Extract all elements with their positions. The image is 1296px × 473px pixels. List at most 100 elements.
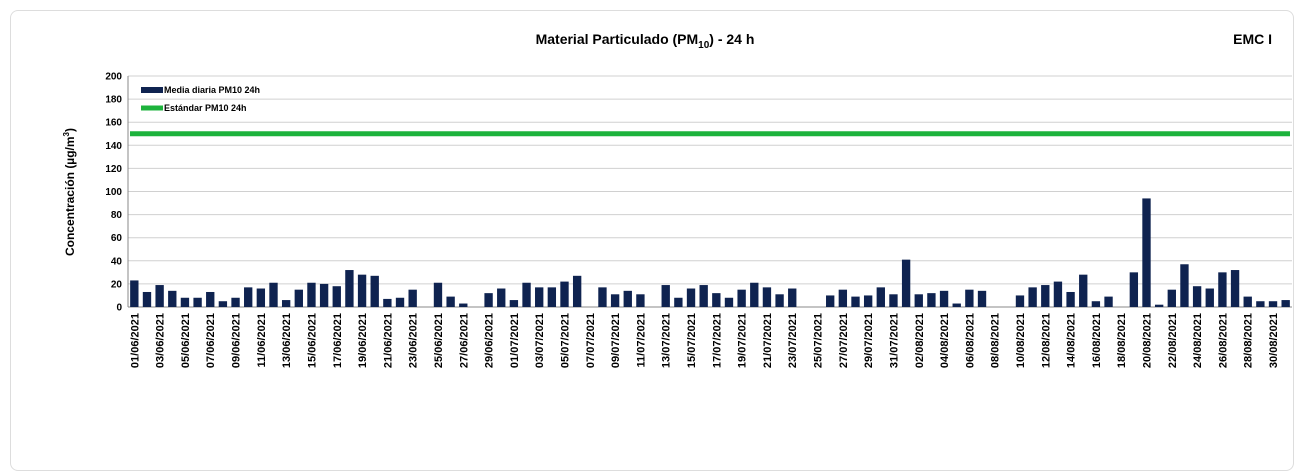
bar xyxy=(319,283,329,307)
bar xyxy=(1256,301,1265,307)
x-tick-label: 25/06/2021 xyxy=(433,313,445,368)
x-tick-label: 19/07/2021 xyxy=(737,313,749,368)
bar xyxy=(155,285,164,307)
x-tick-label: 29/06/2021 xyxy=(484,313,496,368)
bar xyxy=(724,297,734,307)
bar xyxy=(762,287,772,307)
legend-label: Media diaria PM10 24h xyxy=(164,85,260,95)
x-tick-label: 10/08/2021 xyxy=(1015,313,1027,368)
y-tick-label: 140 xyxy=(105,141,122,152)
x-tick-label: 21/07/2021 xyxy=(762,313,774,368)
bar xyxy=(522,282,531,307)
x-tick-label: 09/07/2021 xyxy=(610,313,622,368)
x-tick-label: 03/07/2021 xyxy=(534,313,546,368)
legend-swatch xyxy=(141,87,163,93)
y-tick-label: 100 xyxy=(105,187,122,198)
bar xyxy=(826,295,835,307)
bar xyxy=(1218,272,1227,307)
y-tick-label: 40 xyxy=(111,256,123,267)
bar xyxy=(1028,287,1037,307)
bar xyxy=(1154,304,1164,307)
bar xyxy=(1192,286,1202,307)
x-tick-label: 11/06/2021 xyxy=(256,313,268,367)
bar xyxy=(598,287,607,307)
bar xyxy=(1079,274,1088,307)
bar xyxy=(674,297,683,307)
x-tick-label: 25/07/2021 xyxy=(813,313,825,368)
bar xyxy=(408,289,417,307)
x-tick-label: 03/06/2021 xyxy=(155,313,167,368)
bar xyxy=(1066,291,1075,307)
x-tick-label: 05/07/2021 xyxy=(560,313,572,368)
title-sub: 10 xyxy=(698,40,710,51)
bar xyxy=(383,298,392,307)
bar xyxy=(610,294,620,307)
x-tick-label: 17/07/2021 xyxy=(711,313,723,368)
x-tick-label: 29/07/2021 xyxy=(863,313,875,368)
bar xyxy=(206,291,215,307)
x-tick-label: 16/08/2021 xyxy=(1091,313,1103,368)
x-tick-label: 23/06/2021 xyxy=(408,313,420,368)
bar xyxy=(180,297,190,307)
bar xyxy=(509,300,519,307)
title-part: Material Particulado (PM xyxy=(536,31,699,47)
x-tick-label: 07/07/2021 xyxy=(585,313,597,368)
bar xyxy=(851,296,860,307)
x-tick-label: 02/08/2021 xyxy=(914,313,926,368)
bar xyxy=(345,270,354,307)
y-axis-label: Concentración (µg/m3) xyxy=(62,128,77,256)
x-tick-label: 31/07/2021 xyxy=(888,313,900,368)
x-tick-label: 18/08/2021 xyxy=(1116,313,1128,368)
x-tick-label: 15/06/2021 xyxy=(306,313,318,368)
station-label: EMC I xyxy=(1233,31,1272,47)
x-tick-label: 17/06/2021 xyxy=(332,313,344,368)
bar xyxy=(661,285,670,307)
ylabel-part: Concentración (µg/m xyxy=(63,136,77,256)
bar xyxy=(1180,264,1189,307)
bar xyxy=(395,297,405,307)
bar xyxy=(459,303,468,307)
x-tick-label: 09/06/2021 xyxy=(231,313,243,368)
x-tick-label: 27/06/2021 xyxy=(458,313,470,368)
bar xyxy=(256,288,266,307)
x-tick-label: 23/07/2021 xyxy=(787,313,799,368)
x-tick-label: 15/07/2021 xyxy=(686,313,698,368)
bar xyxy=(231,297,240,307)
bar xyxy=(130,280,139,307)
bar xyxy=(788,288,797,307)
x-tick-label: 04/08/2021 xyxy=(939,313,951,368)
bar xyxy=(1142,198,1151,307)
bar xyxy=(193,297,202,307)
bar xyxy=(737,289,746,307)
y-tick-label: 60 xyxy=(111,233,123,244)
x-tick-label: 01/07/2021 xyxy=(509,313,521,368)
ylabel-part: ) xyxy=(63,128,77,132)
y-tick-label: 80 xyxy=(111,210,123,221)
legend-label: Estándar PM10 24h xyxy=(164,103,247,113)
bar xyxy=(572,275,582,307)
title-part: ) - 24 h xyxy=(709,31,754,47)
x-tick-label: 26/08/2021 xyxy=(1217,313,1229,368)
bar xyxy=(1015,295,1025,307)
y-tick-label: 120 xyxy=(105,164,122,175)
bar xyxy=(775,294,784,307)
bar xyxy=(965,289,974,307)
x-tick-label: 13/06/2021 xyxy=(281,313,293,368)
bar xyxy=(281,300,291,307)
y-tick-label: 20 xyxy=(111,279,123,290)
bar xyxy=(952,303,961,307)
bar xyxy=(497,288,506,307)
bar xyxy=(168,290,177,307)
bar xyxy=(1281,300,1290,307)
bar xyxy=(1091,301,1101,307)
bar xyxy=(1041,285,1050,307)
x-tick-label: 07/06/2021 xyxy=(205,313,217,368)
bar xyxy=(433,282,443,307)
bar xyxy=(307,282,316,307)
bar xyxy=(901,259,911,307)
bar xyxy=(1268,301,1278,307)
bar xyxy=(1243,296,1252,307)
ylabel-sup: 3 xyxy=(62,131,71,136)
bar xyxy=(547,287,557,307)
